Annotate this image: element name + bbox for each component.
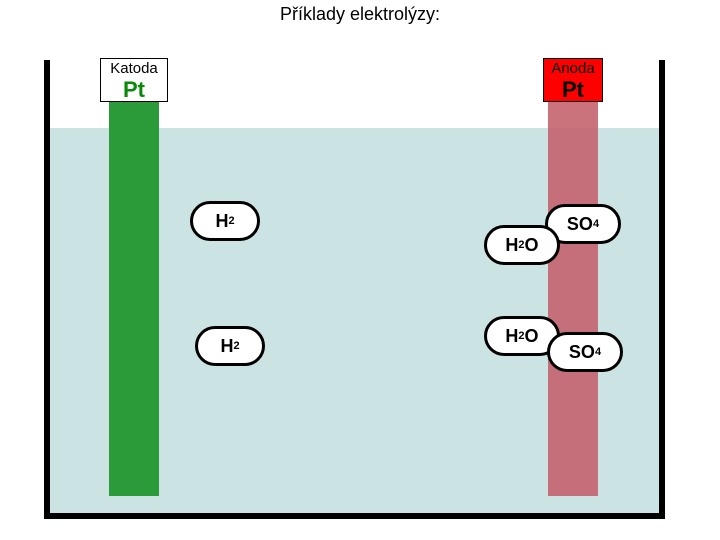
cathode-bar bbox=[109, 102, 159, 496]
cathode-name: Katoda bbox=[103, 60, 165, 77]
anode-bar bbox=[548, 102, 598, 496]
anode-material: Pt bbox=[546, 77, 600, 102]
bubble-h2o-upper: H2O bbox=[484, 225, 560, 265]
bubble-so4-lower: SO4 bbox=[547, 332, 623, 372]
bubble-h2-lower: H2 bbox=[195, 326, 265, 366]
cathode-material: Pt bbox=[103, 77, 165, 102]
bubble-h2-upper: H2 bbox=[190, 201, 260, 241]
cathode-label-box: Katoda Pt bbox=[100, 58, 168, 102]
anode-name: Anoda bbox=[546, 60, 600, 77]
anode-label-box: Anoda Pt bbox=[543, 58, 603, 102]
diagram-title: Příklady elektrolýzy: bbox=[0, 4, 720, 25]
